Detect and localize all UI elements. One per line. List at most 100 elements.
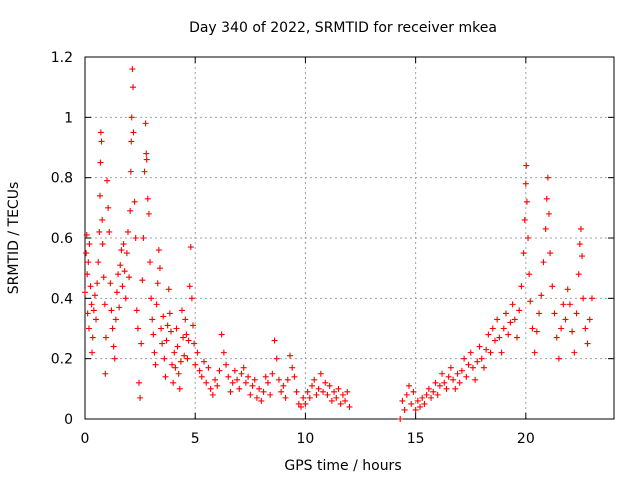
data-point xyxy=(84,271,91,278)
data-point xyxy=(97,129,104,136)
data-point xyxy=(169,361,176,368)
data-point xyxy=(201,358,208,365)
data-point xyxy=(182,316,189,323)
data-point xyxy=(436,382,443,389)
data-point xyxy=(229,379,236,386)
data-point xyxy=(121,268,128,275)
data-point xyxy=(120,241,127,248)
data-point xyxy=(485,331,492,338)
data-point xyxy=(203,379,210,386)
data-point xyxy=(88,301,95,308)
data-point xyxy=(118,247,125,254)
data-point xyxy=(184,355,191,362)
data-point xyxy=(525,235,532,241)
data-point xyxy=(83,231,90,238)
data-point xyxy=(181,352,188,359)
data-point xyxy=(549,283,556,290)
data-point xyxy=(342,397,349,404)
data-point xyxy=(84,310,91,317)
data-point xyxy=(192,361,199,368)
data-point xyxy=(172,364,179,371)
data-point xyxy=(196,367,203,374)
data-point xyxy=(231,367,238,374)
data-point xyxy=(130,129,137,136)
data-point xyxy=(249,382,256,389)
x-tick-label: 10 xyxy=(297,431,315,447)
data-point xyxy=(122,295,129,302)
data-point xyxy=(576,241,583,248)
data-point xyxy=(326,382,333,389)
data-point xyxy=(108,307,115,314)
data-point xyxy=(458,367,465,374)
data-point xyxy=(566,301,573,308)
data-point xyxy=(564,286,571,293)
data-point xyxy=(555,355,562,362)
data-point xyxy=(162,373,169,380)
data-point xyxy=(144,195,151,202)
data-point xyxy=(491,337,498,344)
data-points xyxy=(82,66,595,422)
data-point xyxy=(445,373,452,380)
data-point xyxy=(278,388,285,395)
data-point xyxy=(529,325,536,332)
data-point xyxy=(414,397,421,404)
grid xyxy=(85,57,614,419)
data-point xyxy=(450,376,457,383)
data-point xyxy=(505,331,512,338)
data-point xyxy=(205,364,212,371)
data-point xyxy=(185,337,192,344)
data-point xyxy=(151,349,158,356)
data-point xyxy=(186,283,193,290)
data-point xyxy=(339,391,346,398)
data-point xyxy=(500,325,507,332)
data-point xyxy=(136,379,143,386)
data-point xyxy=(331,388,338,395)
data-point xyxy=(526,271,533,278)
data-point xyxy=(94,280,101,287)
data-point xyxy=(133,307,140,314)
data-point xyxy=(282,394,289,401)
chart-title: Day 340 of 2022, SRMTID for receiver mke… xyxy=(189,20,497,36)
data-point xyxy=(127,168,134,175)
x-tick-label: 15 xyxy=(407,431,425,447)
data-point xyxy=(579,253,586,260)
data-point xyxy=(269,370,276,377)
data-point xyxy=(137,394,144,401)
data-point xyxy=(273,355,280,362)
data-point xyxy=(102,334,109,341)
data-point xyxy=(104,177,111,184)
x-tick-label: 0 xyxy=(81,431,90,447)
data-point xyxy=(483,346,490,353)
data-point xyxy=(156,265,163,272)
data-point xyxy=(143,150,150,157)
data-point xyxy=(298,403,305,410)
data-point xyxy=(328,397,335,404)
data-point xyxy=(97,159,104,166)
data-point xyxy=(83,250,90,257)
data-point xyxy=(102,370,109,377)
data-point xyxy=(397,416,404,422)
data-point xyxy=(123,250,130,257)
data-point xyxy=(253,394,260,401)
data-point xyxy=(286,352,293,359)
data-point xyxy=(478,355,485,362)
data-point xyxy=(183,331,190,338)
data-point xyxy=(538,292,545,299)
data-point xyxy=(245,373,252,380)
data-point xyxy=(498,349,505,356)
data-point xyxy=(166,310,173,317)
y-tick-label: 0.6 xyxy=(51,231,73,247)
data-point xyxy=(311,376,318,383)
data-point xyxy=(177,358,184,365)
data-point xyxy=(242,379,249,386)
data-point xyxy=(463,373,470,380)
data-point xyxy=(140,235,147,241)
data-point xyxy=(419,394,426,401)
data-point xyxy=(496,334,503,341)
data-point xyxy=(521,216,528,223)
data-point xyxy=(145,210,152,217)
y-tick-label: 1.2 xyxy=(51,50,73,66)
data-point xyxy=(586,316,593,323)
data-point xyxy=(212,376,219,383)
data-point xyxy=(315,385,322,392)
